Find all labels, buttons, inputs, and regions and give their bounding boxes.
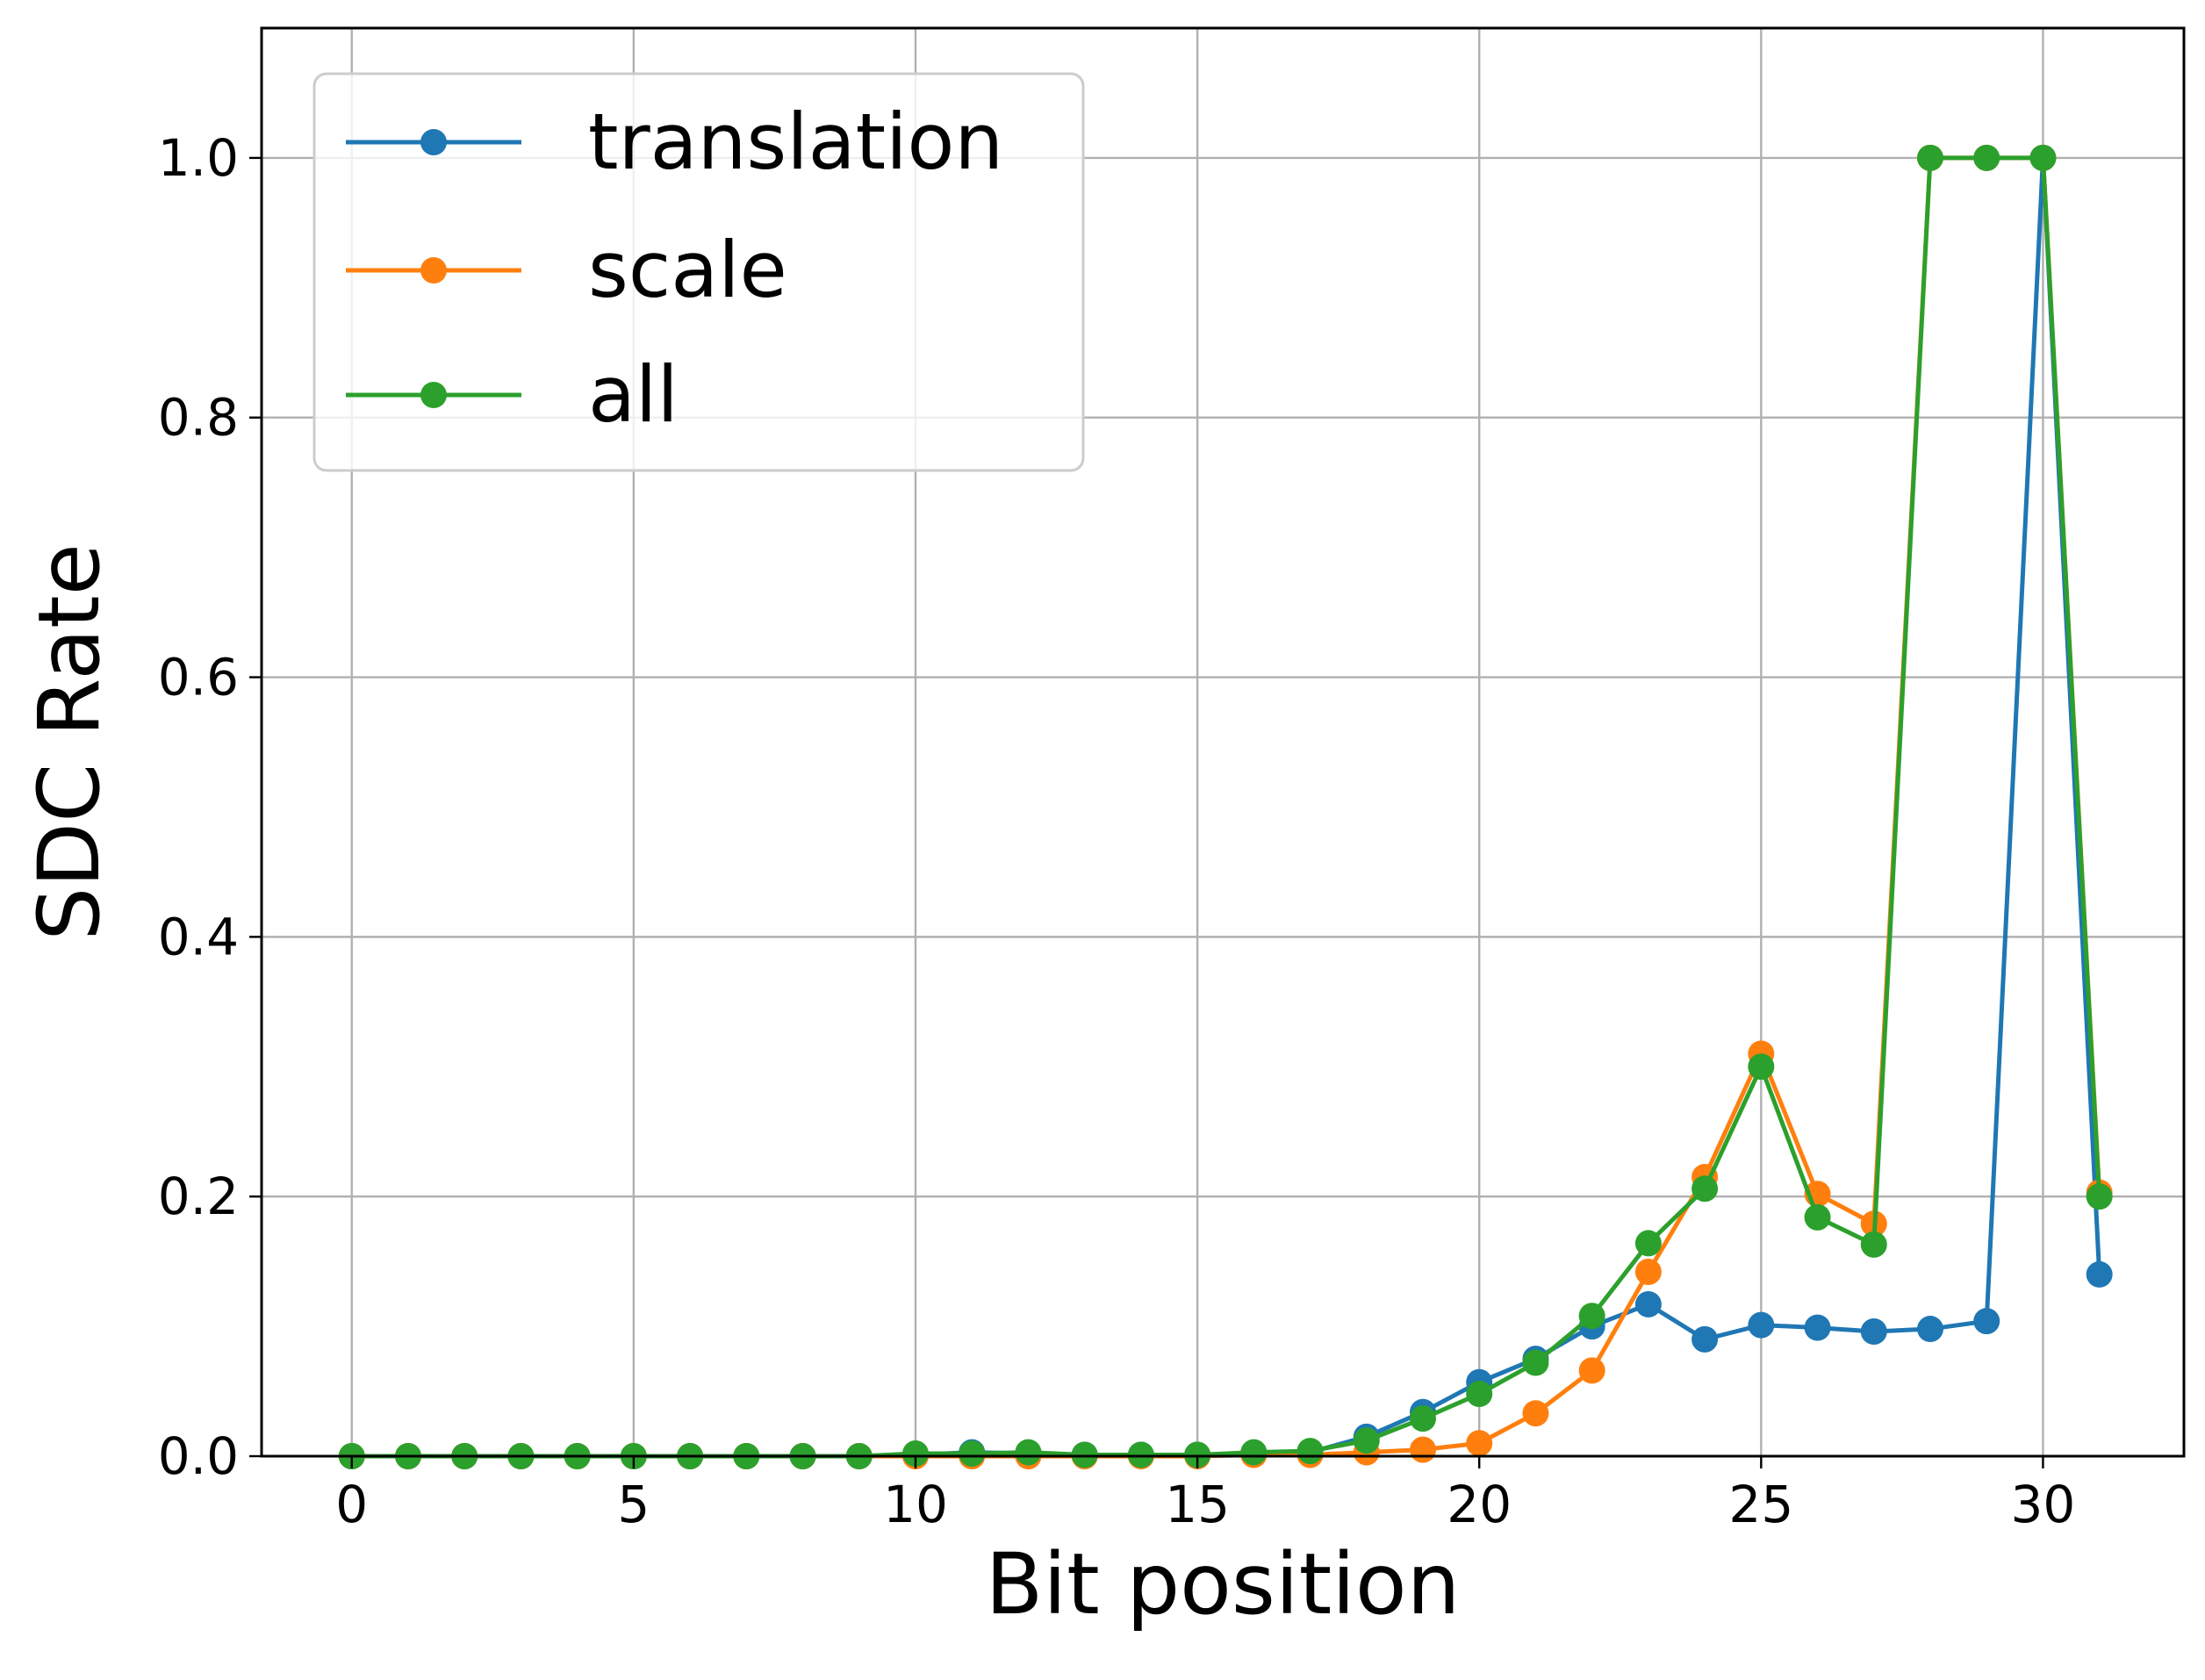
legend: translation scale all: [312, 72, 1085, 472]
data-point-all: [1522, 1349, 1549, 1376]
data-point-scale: [1522, 1400, 1549, 1427]
data-point-all: [1748, 1053, 1775, 1081]
data-point-all: [1240, 1439, 1268, 1466]
y-axis-label: SDC Rate: [20, 543, 119, 941]
x-tick-label: 5: [617, 1475, 650, 1534]
legend-entry-scale: scale: [346, 225, 787, 315]
data-point-translation: [1634, 1290, 1662, 1317]
data-point-all: [1860, 1231, 1887, 1258]
y-axis: 0.0 0.2 0.4 0.6 0.8 1.0: [158, 128, 262, 1486]
data-point-scale: [1409, 1436, 1436, 1463]
y-tick-label: 0.6: [158, 648, 239, 707]
x-tick-label: 30: [2011, 1475, 2076, 1534]
data-point-all: [2029, 144, 2057, 171]
data-point-all: [1634, 1230, 1662, 1257]
data-point-translation: [2086, 1260, 2113, 1288]
legend-entry-all: all: [346, 349, 679, 440]
plot-area-frame: [260, 26, 2186, 1458]
data-point-translation: [1916, 1316, 1943, 1343]
data-point-all: [1015, 1439, 1042, 1466]
x-tick-label: 20: [1447, 1475, 1512, 1534]
data-point-all: [2086, 1183, 2113, 1210]
data-point-translation: [1691, 1325, 1719, 1353]
x-axis-label: Bit position: [986, 1535, 1461, 1633]
data-point-scale: [1634, 1258, 1662, 1285]
y-tick-label: 0.0: [158, 1426, 239, 1486]
y-tick-label: 0.2: [158, 1167, 239, 1226]
x-tick-label: 10: [883, 1475, 948, 1534]
legend-marker: [420, 129, 447, 155]
data-point-all: [1691, 1175, 1719, 1203]
series-layer: [338, 144, 2113, 1469]
data-point-scale: [1578, 1357, 1605, 1384]
data-point-translation: [1804, 1314, 1831, 1341]
data-point-translation: [1860, 1318, 1887, 1346]
data-point-all: [901, 1440, 929, 1468]
data-point-all: [1409, 1405, 1436, 1432]
legend-marker: [420, 382, 447, 408]
x-tick-label: 25: [1728, 1475, 1793, 1534]
data-point-all: [959, 1440, 986, 1468]
data-point-all: [1353, 1427, 1380, 1454]
y-tick-label: 0.4: [158, 907, 239, 966]
y-tick-label: 1.0: [158, 128, 239, 188]
data-point-all: [1296, 1438, 1324, 1465]
data-point-translation: [1748, 1311, 1775, 1339]
x-tick-label: 15: [1165, 1475, 1230, 1534]
legend-label: translation: [588, 97, 1003, 187]
legend-entry-translation: translation: [346, 97, 1003, 187]
data-point-all: [1466, 1381, 1493, 1408]
x-tick-label: 0: [335, 1475, 368, 1534]
data-point-translation: [1973, 1308, 2000, 1335]
data-point-all: [1578, 1303, 1605, 1330]
data-point-scale: [1466, 1430, 1493, 1457]
data-point-all: [1804, 1203, 1831, 1231]
legend-label: all: [588, 349, 679, 440]
x-axis: 0 5 10 15 20 25 30: [335, 1456, 2075, 1534]
legend-marker: [420, 257, 447, 284]
data-point-all: [1916, 144, 1943, 171]
y-tick-label: 0.8: [158, 388, 239, 448]
legend-box: [312, 72, 1085, 472]
legend-label: scale: [588, 225, 787, 315]
data-point-all: [1973, 144, 2000, 171]
